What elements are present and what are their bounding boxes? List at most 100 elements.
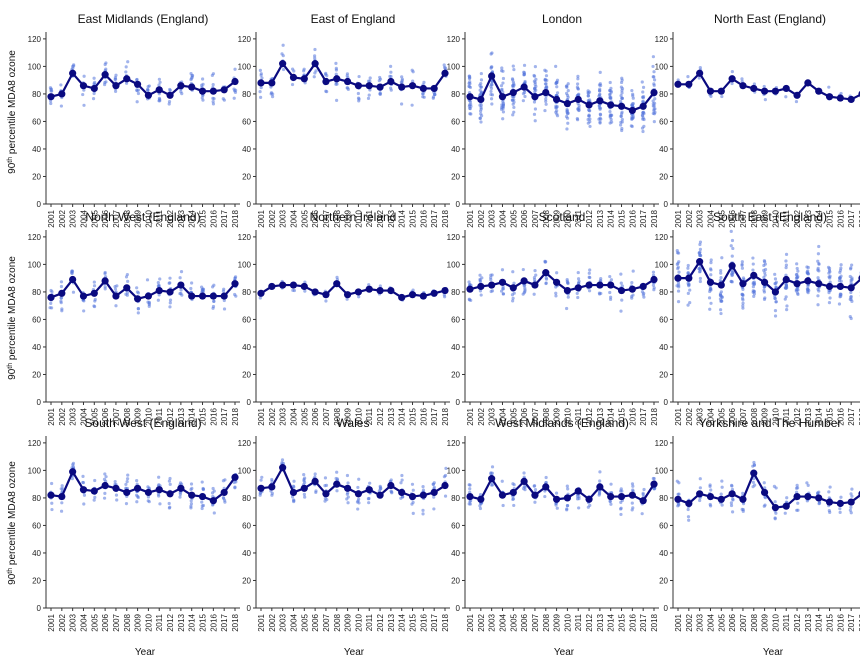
- y-tick-label: 120: [655, 233, 669, 242]
- mean-point: [520, 277, 528, 285]
- station-point: [751, 282, 755, 286]
- station-point: [200, 480, 204, 484]
- station-point: [773, 314, 778, 318]
- station-point: [773, 500, 777, 504]
- station-point: [82, 103, 86, 107]
- station-point: [478, 289, 483, 293]
- mean-point: [133, 80, 142, 88]
- mean-point: [596, 483, 604, 491]
- x-tick-label: 2012: [376, 407, 385, 425]
- station-point: [511, 482, 515, 486]
- mean-point: [376, 83, 384, 91]
- station-points: [467, 465, 657, 517]
- station-point: [533, 269, 537, 273]
- station-point: [135, 290, 140, 294]
- x-tick-label: 2006: [728, 613, 737, 631]
- station-point: [270, 479, 274, 483]
- x-tick-label: 2013: [177, 407, 186, 425]
- mean-point: [466, 285, 474, 293]
- station-point: [500, 268, 505, 272]
- x-tick-label: 2015: [826, 209, 835, 227]
- y-tick-label: 0: [37, 200, 42, 209]
- station-point: [411, 79, 415, 83]
- station-point: [377, 79, 381, 83]
- station-point: [588, 124, 592, 129]
- station-point: [587, 271, 591, 275]
- y-tick-label: 60: [242, 117, 251, 126]
- mean-point: [112, 82, 120, 90]
- station-point: [234, 480, 238, 484]
- x-tick-label: 2006: [520, 407, 529, 425]
- mean-point: [220, 86, 228, 94]
- station-point: [258, 68, 262, 73]
- x-tick-label: 2005: [717, 407, 726, 425]
- x-tick-label: 2016: [209, 613, 218, 631]
- station-point: [565, 306, 569, 311]
- station-point: [805, 271, 809, 275]
- station-point: [335, 477, 340, 481]
- station-point: [720, 94, 724, 99]
- station-point: [817, 244, 821, 249]
- x-tick-label: 2001: [674, 613, 683, 631]
- station-point: [641, 129, 645, 134]
- station-point: [587, 289, 592, 293]
- station-point: [168, 301, 172, 305]
- station-point: [577, 104, 581, 108]
- station-point: [599, 291, 603, 296]
- station-point: [796, 292, 800, 296]
- station-point: [555, 271, 559, 275]
- station-point: [587, 108, 591, 112]
- mean-point: [376, 491, 384, 499]
- x-tick-label: 2005: [90, 613, 99, 631]
- station-point: [136, 311, 140, 315]
- station-point: [729, 229, 733, 233]
- station-point: [48, 86, 53, 90]
- mean-point: [760, 87, 769, 95]
- x-tick-label: 2014: [815, 613, 824, 631]
- x-tick-label: 2012: [793, 407, 802, 425]
- station-point: [762, 259, 766, 263]
- x-tick-label: 2015: [826, 407, 835, 425]
- station-point: [81, 481, 86, 485]
- mean-point: [155, 286, 163, 295]
- panel-title: Northern Ireland: [310, 210, 397, 224]
- station-point: [146, 495, 150, 499]
- station-point: [82, 493, 87, 497]
- x-tick-label: 2016: [628, 613, 637, 631]
- station-point: [532, 484, 536, 488]
- mean-point: [166, 91, 174, 99]
- station-point: [378, 284, 382, 288]
- station-point: [478, 279, 482, 284]
- station-point: [422, 80, 426, 84]
- mean-point: [728, 262, 736, 270]
- x-tick-label: 2011: [782, 407, 791, 425]
- station-point: [114, 493, 119, 497]
- x-tick-label: 2001: [257, 613, 266, 631]
- station-point: [785, 496, 789, 500]
- mean-point: [782, 502, 790, 510]
- station-point: [740, 296, 745, 300]
- x-tick-label: 2016: [836, 407, 845, 425]
- station-point: [82, 88, 86, 92]
- station-point: [708, 307, 712, 311]
- x-tick-label: 2003: [696, 613, 705, 631]
- station-point: [741, 293, 745, 297]
- station-point: [740, 263, 744, 267]
- station-point: [421, 92, 425, 96]
- y-tick-label: 60: [451, 521, 460, 530]
- station-point: [334, 72, 338, 76]
- station-point: [442, 475, 447, 479]
- station-point: [346, 491, 350, 495]
- x-tick-label: 2013: [596, 407, 605, 425]
- x-tick-label: 2016: [836, 613, 845, 631]
- mean-point: [477, 282, 485, 291]
- x-tick-label: 2018: [441, 407, 450, 425]
- station-point: [806, 483, 810, 488]
- station-point: [608, 121, 612, 125]
- x-tick-label: 2008: [123, 407, 132, 425]
- station-point: [763, 273, 767, 277]
- mean-point: [441, 481, 449, 490]
- station-point: [652, 70, 656, 74]
- y-tick-label: 100: [655, 466, 669, 475]
